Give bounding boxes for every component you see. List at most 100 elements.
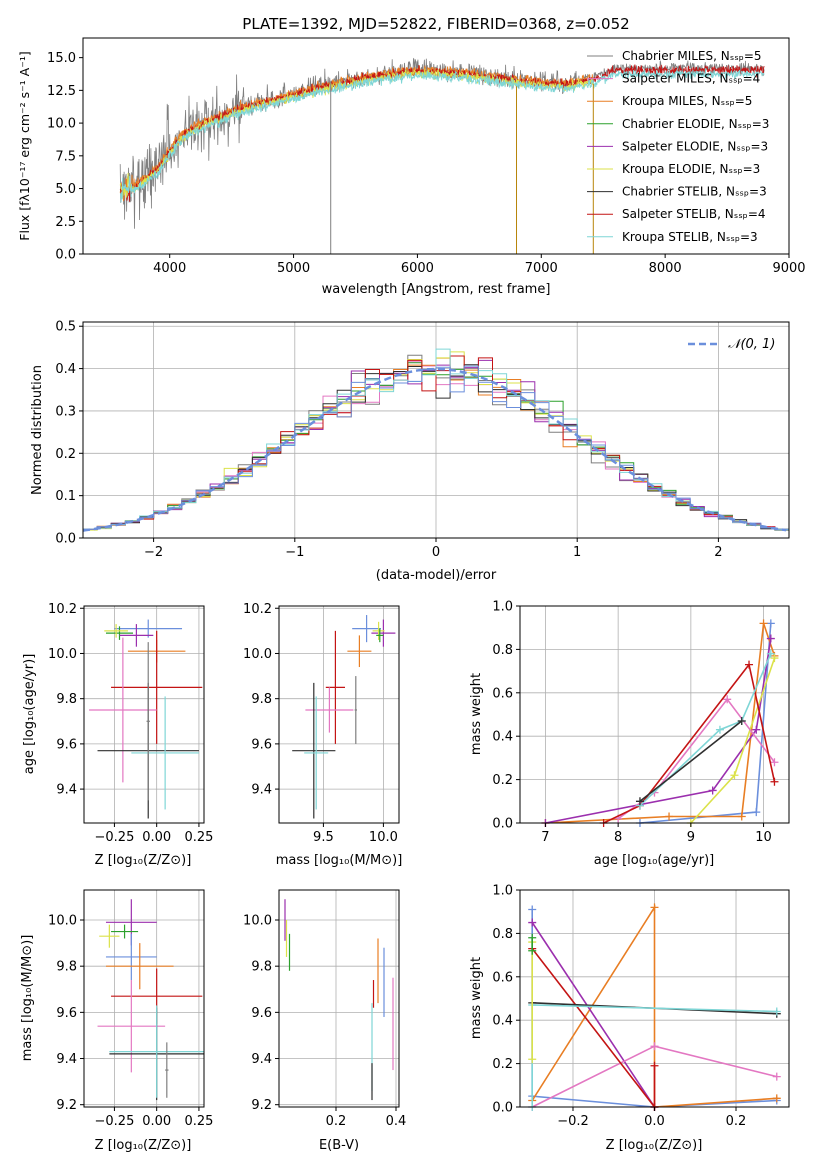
age-weight-marker-0-1 (752, 808, 761, 817)
residual-ytick-label-3: 0.3 (55, 404, 76, 419)
z-weight-marker-3-2 (772, 1072, 781, 1081)
z-weight-marker-7-1 (528, 1055, 537, 1064)
z-weight-ytick-label-4: 0.8 (492, 927, 513, 942)
residual-xtick-label-2: 0 (432, 545, 440, 560)
z-weight-marker-3-1 (650, 1042, 659, 1051)
ebv-mass-ytick-label-1: 9.4 (251, 1052, 272, 1067)
residual-ytick-label-1: 0.1 (55, 489, 76, 504)
z-age-xlabel: Z [log₁₀(Z/Z⊙)] (95, 853, 192, 868)
age-weight-marker-4-2 (723, 695, 732, 704)
spectrum-xtick-label-3: 7000 (525, 261, 558, 276)
z-weight-xtick-label-1: 0.0 (644, 1114, 665, 1129)
spectrum-xtick-label-4: 8000 (649, 261, 682, 276)
age-weight-marker-1-2 (737, 812, 746, 821)
spectrum-legend-label-3: Chabrier ELODIE, Nₛₛₚ=3 (622, 117, 769, 131)
spectrum-xtick-label-0: 4000 (153, 261, 186, 276)
z-age-ytick-label-2: 9.8 (56, 692, 77, 707)
age-weight-ytick-label-3: 0.6 (492, 686, 513, 701)
age-weight-marker-7-1 (737, 717, 746, 726)
z-mass-xtick-label-1: 0.00 (142, 1114, 171, 1129)
ebv-mass-xlabel: E(B-V) (319, 1138, 359, 1153)
z-weight-ytick-label-0: 0.0 (492, 1101, 513, 1116)
age-weight-marker-5-2 (745, 660, 754, 669)
age-weight-xtick-label-0: 7 (541, 830, 549, 845)
z-mass-ytick-label-1: 9.4 (56, 1052, 77, 1067)
age-weight-marker-7-0 (635, 797, 644, 806)
z-weight-ticks: −0.2 0.0 0.2 0.0 0.2 0.4 0.6 0.8 1.0 (492, 884, 746, 1130)
ebv-mass-ytick-label-3: 9.8 (251, 960, 272, 975)
z-weight-ylabel: mass weight (469, 957, 484, 1039)
age-weight-marker-2-1 (708, 786, 717, 795)
mass-age-panel: 9.5 10.0 9.4 9.6 9.8 10.0 10.2 mass [log₁₀(M/M… (243, 602, 402, 868)
age-weight-ytick-label-0: 0.0 (492, 817, 513, 832)
age-weight-marker-6-3 (766, 649, 775, 658)
residual-ytick-label-0: 0.0 (55, 532, 76, 547)
age-weight-ytick-label-5: 1.0 (492, 600, 513, 615)
mass-age-grid (279, 606, 399, 823)
residual-xtick-label-1: −1 (285, 545, 304, 560)
age-weight-ylabel: mass weight (469, 673, 484, 755)
mass-age-ytick-label-1: 9.6 (251, 737, 272, 752)
ebv-mass-ytick-label-0: 9.2 (251, 1098, 272, 1113)
spectrum-axes-frame (82, 37, 790, 255)
spectrum-ytick-label-3: 7.5 (55, 149, 76, 164)
z-weight-panel: −0.2 0.0 0.2 0.0 0.2 0.4 0.6 0.8 1.0 Z [log₁₀(Z/… (469, 884, 790, 1153)
z-mass-errorbars (97, 899, 204, 1101)
age-weight-xtick-label-3: 10 (755, 830, 772, 845)
z-mass-panel: −0.25 0.00 0.25 9.2 9.4 9.6 9.8 10.0 Z [log₁₀(Z… (20, 889, 213, 1153)
spectrum-legend-label-1: Salpeter MILES, Nₛₛₚ=4 (622, 72, 760, 86)
ebv-mass-ytick-label-2: 9.6 (251, 1006, 272, 1021)
z-weight-line-4 (531, 948, 656, 1110)
spectrum-ticks: 4000 5000 6000 7000 8000 9000 0.0 2.5 5.0 7.5 10.0… (47, 51, 806, 276)
spectrum-xtick-label-5: 9000 (772, 261, 805, 276)
z-age-axes-frame (83, 605, 205, 824)
residual-histograms (82, 348, 789, 538)
residual-ytick-label-5: 0.5 (55, 320, 76, 335)
spectrum-clip-mask (84, 38, 120, 44)
z-weight-marker-8-0 (528, 933, 537, 942)
z-age-grid (84, 606, 204, 823)
z-weight-ytick-label-5: 1.0 (492, 884, 513, 899)
z-weight-marker-2-0 (528, 918, 537, 927)
z-age-panel: −0.25 0.00 0.25 9.4 9.6 9.8 10.0 10.2 Z [log₁₀(… (22, 602, 213, 868)
spectrum-legend-label-0: Chabrier MILES, Nₛₛₚ=5 (622, 49, 762, 63)
age-weight-marker-3-2 (770, 654, 779, 663)
spectrum-legend: Chabrier MILES, Nₛₛₚ=5 Salpeter MILES, Nₛ… (587, 49, 769, 244)
age-weight-marker-3-1 (730, 771, 739, 780)
age-weight-panel: 7 8 9 10 0.0 0.2 0.4 0.6 0.8 1.0 age [log₁₀(age/y… (469, 600, 790, 868)
mass-age-errorbars (292, 615, 396, 819)
z-mass-axes-frame (83, 889, 205, 1108)
age-weight-ytick-label-1: 0.2 (492, 773, 513, 788)
z-age-ticks: −0.25 0.00 0.25 9.4 9.6 9.8 10.0 10.2 (48, 602, 213, 845)
age-weight-marker-1-3 (759, 619, 768, 628)
residual-ytick-label-4: 0.4 (55, 362, 76, 377)
z-weight-ytick-label-1: 0.2 (492, 1057, 513, 1072)
ebv-mass-errorbars (284, 899, 394, 1101)
spectrum-legend-label-6: Chabrier STELIB, Nₛₛₚ=3 (622, 185, 767, 199)
ebv-mass-panel: 0.2 0.4 9.2 9.4 9.6 9.8 10.0 E(B-V) (243, 889, 406, 1153)
spectrum-legend-label-2: Kroupa MILES, Nₛₛₚ=5 (622, 94, 752, 108)
ebv-mass-ytick-label-4: 10.0 (243, 914, 272, 929)
age-weight-line-2 (545, 638, 772, 824)
z-weight-marker-4-2 (650, 1061, 659, 1070)
residual-ylabel: Normed distribution (30, 365, 45, 495)
age-weight-marker-1-1 (665, 812, 674, 821)
z-weight-marker-8-1 (528, 946, 537, 955)
spectrum-xtick-label-2: 6000 (401, 261, 434, 276)
age-weight-axes-frame (519, 605, 790, 824)
spectrum-ytick-label-1: 2.5 (55, 215, 76, 230)
mass-age-xlabel: mass [log₁₀(M/M⊙)] (276, 853, 403, 868)
z-weight-lines (528, 903, 781, 1111)
residual-legend: 𝒩(0, 1) (688, 337, 775, 352)
z-age-ytick-label-3: 10.0 (48, 647, 77, 662)
z-age-xtick-label-1: 0.00 (142, 830, 171, 845)
age-weight-ytick-label-2: 0.4 (492, 730, 513, 745)
residual-legend-label: 𝒩(0, 1) (728, 337, 775, 352)
ebv-mass-xtick-label-0: 0.2 (326, 1114, 347, 1129)
z-weight-marker-1-1 (650, 903, 659, 912)
residual-normal-curve (82, 367, 787, 532)
age-weight-marker-4-3 (770, 758, 779, 767)
z-mass-xtick-label-2: 0.25 (184, 1114, 213, 1129)
z-weight-marker-1-3 (772, 1094, 781, 1103)
